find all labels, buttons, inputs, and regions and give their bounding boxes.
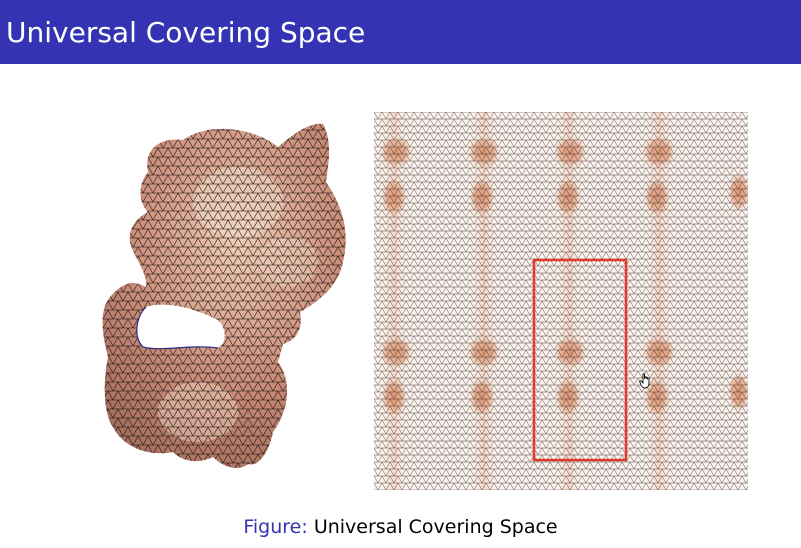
caption-text: Universal Covering Space — [313, 516, 558, 538]
slide-header: Universal Covering Space — [0, 0, 801, 64]
fundamental-domain-box — [532, 258, 628, 462]
caption-prefix: Figure: — [243, 516, 308, 538]
kitten-mesh-image — [102, 123, 346, 468]
slide-title: Universal Covering Space — [6, 16, 366, 49]
figure-caption: Figure: Universal Covering Space — [0, 514, 801, 540]
hand-cursor-icon — [639, 373, 650, 389]
universal-cover-image — [374, 112, 748, 490]
